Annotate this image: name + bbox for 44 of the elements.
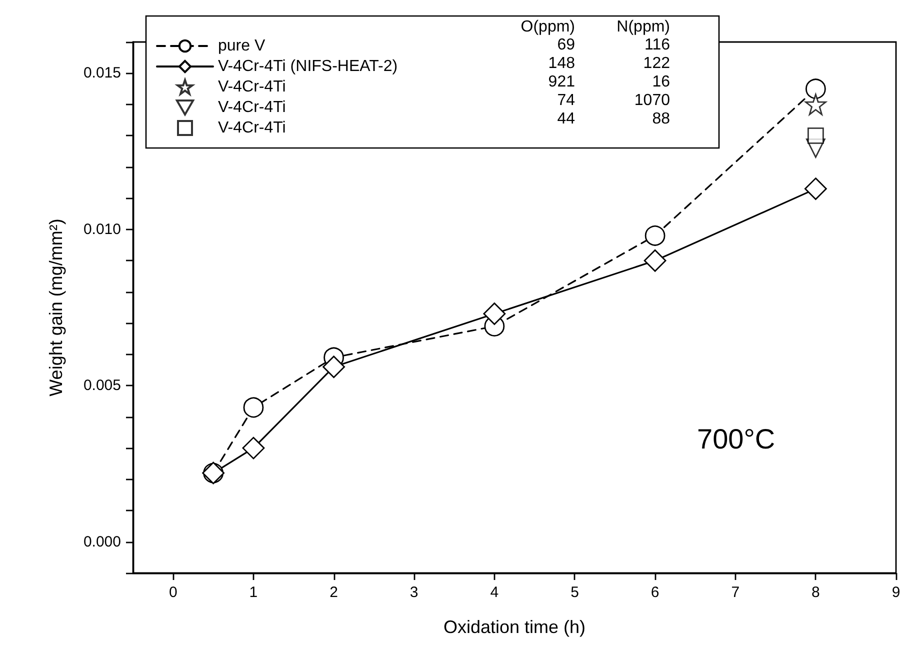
annotation: 700°C — [697, 424, 776, 454]
legend-label: pure V — [218, 38, 266, 54]
point — [243, 397, 264, 418]
point — [242, 436, 265, 460]
point — [807, 128, 824, 144]
legend-label: V-4Cr-4Ti (NIFS-HEAT-2) — [218, 58, 398, 75]
x-tick-label: 0 — [168, 584, 178, 601]
point — [644, 225, 666, 246]
annotation: 44 — [557, 110, 576, 128]
point — [483, 302, 506, 325]
y-axis-title: Weight gain (mg/mm²) — [46, 218, 66, 396]
point — [806, 78, 826, 100]
point — [322, 356, 345, 378]
y-tick-label: 0.000 — [83, 533, 121, 550]
x-tick-label: 5 — [570, 584, 579, 601]
x-tick-label: 6 — [650, 584, 660, 601]
point — [644, 249, 666, 272]
annotation: 88 — [652, 110, 670, 128]
text: N(ppm) — [616, 18, 670, 36]
legend-label: V-4Cr-4Ti — [218, 120, 286, 136]
annotation: 148 — [548, 55, 576, 72]
legend-label: V-4Cr-4Ti — [218, 78, 286, 96]
x-tick-label: 3 — [410, 584, 418, 601]
annotation: 116 — [644, 36, 670, 54]
y-tick-label: 0.015 — [83, 64, 121, 82]
annotation: 69 — [557, 36, 576, 54]
point — [804, 178, 827, 200]
x-tick-label: 2 — [330, 584, 338, 601]
x-tick-label: 4 — [490, 584, 499, 601]
x-tick-label: 1 — [249, 584, 258, 601]
annotation: 122 — [643, 55, 670, 72]
x-tick-label: 7 — [731, 584, 740, 601]
y-tick-label: 0.005 — [83, 377, 121, 394]
annotation: 74 — [557, 92, 576, 109]
text: O(ppm) — [520, 18, 575, 36]
x-tick-label: 9 — [892, 584, 900, 601]
annotation: 921 — [548, 74, 576, 90]
annotation: 1070 — [634, 92, 670, 109]
annotation: 16 — [652, 74, 670, 90]
point — [804, 94, 826, 116]
legend-label: V-4Cr-4Ti — [218, 99, 286, 116]
x-axis-title: Oxidation time (h) — [443, 617, 586, 637]
x-tick-label: 8 — [812, 584, 820, 601]
y-tick-label: 0.010 — [83, 220, 121, 238]
